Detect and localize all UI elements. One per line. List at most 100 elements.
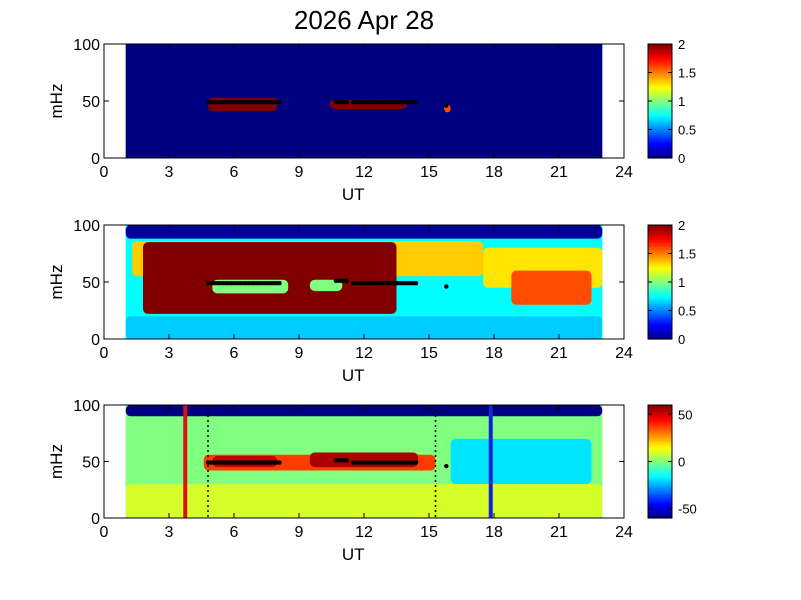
event-marker xyxy=(444,463,449,469)
colorbar-swatch xyxy=(648,148,672,152)
x-axis-label: UT xyxy=(342,545,365,564)
colorbar-swatch xyxy=(648,492,672,496)
colorbar-swatch xyxy=(648,70,672,74)
colorbar-swatch xyxy=(648,489,672,493)
event-marker xyxy=(413,280,419,286)
x-tick-label: 18 xyxy=(485,164,503,181)
colorbar: 50 0 -50 xyxy=(647,404,697,519)
colorbar-swatch xyxy=(648,58,672,62)
colorbar-swatch xyxy=(648,293,672,297)
colorbar-swatch xyxy=(648,86,672,90)
colorbar-swatch xyxy=(648,423,672,427)
colorbar-swatch xyxy=(648,298,672,302)
colorbar-swatch xyxy=(648,46,672,50)
panel-3: 0 3 6 9 12 15 18 21 24 0 50 100 UT mHz 50 0 -50 xyxy=(47,398,697,564)
colorbar-swatch xyxy=(648,248,672,252)
y-tick-label: 50 xyxy=(82,275,100,292)
heatmap-region xyxy=(125,484,603,518)
colorbar-swatch xyxy=(648,308,672,312)
colorbar-swatch xyxy=(648,440,672,444)
colorbar-swatch xyxy=(648,103,672,107)
x-tick-label: 21 xyxy=(550,345,568,362)
colorbar-swatch xyxy=(648,324,672,328)
colorbar-swatch xyxy=(648,461,672,465)
colorbar-swatch xyxy=(648,480,672,484)
colorbar-swatch xyxy=(648,407,672,411)
x-tick-label: 3 xyxy=(165,524,174,541)
colorbar-swatch xyxy=(648,515,672,519)
colorbar-swatch xyxy=(648,475,672,479)
colorbar-swatch xyxy=(648,227,672,231)
colorbar-swatch xyxy=(648,51,672,55)
colorbar-swatch xyxy=(648,426,672,430)
colorbar-swatch xyxy=(648,55,672,59)
colorbar-swatch xyxy=(648,405,672,408)
colorbar-swatch xyxy=(648,454,672,458)
colorbar-swatch xyxy=(648,255,672,259)
colorbar-tick-label: 0 xyxy=(678,455,685,470)
colorbar-swatch xyxy=(648,286,672,290)
colorbar-swatch xyxy=(648,63,672,66)
colorbar-swatch xyxy=(648,430,672,434)
colorbar-tick-label: 1.5 xyxy=(678,66,696,81)
colorbar-swatch xyxy=(648,139,672,142)
x-tick-label: 0 xyxy=(100,164,109,181)
x-tick-label: 12 xyxy=(355,345,373,362)
colorbar-swatch xyxy=(648,473,672,477)
colorbar-swatch xyxy=(648,274,672,278)
heatmap-region xyxy=(309,279,343,292)
x-tick-label: 15 xyxy=(420,164,438,181)
colorbar-swatch xyxy=(648,296,672,300)
event-marker xyxy=(277,99,282,105)
panel-2: 0 3 6 9 12 15 18 21 24 0 50 100 UT mHz 0 0.5 1 1.5 2 xyxy=(47,218,696,385)
colorbar-swatch xyxy=(648,127,672,131)
colorbar-swatch xyxy=(648,253,672,257)
colorbar-swatch xyxy=(648,153,672,157)
x-tick-label: 18 xyxy=(485,345,503,362)
colorbar-swatch xyxy=(648,470,672,474)
heatmap-region xyxy=(450,438,592,485)
colorbar-swatch xyxy=(648,48,672,52)
colorbar-swatch xyxy=(648,336,672,340)
x-tick-label: 21 xyxy=(550,524,568,541)
colorbar-swatch xyxy=(648,463,672,467)
colorbar-swatch xyxy=(648,258,672,262)
colorbar-swatch xyxy=(648,129,672,133)
colorbar-swatch xyxy=(648,241,672,245)
heatmap-region xyxy=(143,242,397,314)
x-axis-label: UT xyxy=(342,366,365,385)
colorbar-swatch xyxy=(648,72,672,76)
colorbar-swatch xyxy=(648,506,672,510)
x-tick-label: 6 xyxy=(230,524,239,541)
colorbar-swatch xyxy=(648,485,672,488)
x-tick-label: 24 xyxy=(615,524,633,541)
colorbar-swatch xyxy=(648,120,672,123)
colorbar-swatch xyxy=(648,246,672,250)
colorbar-swatch xyxy=(648,60,672,64)
event-marker xyxy=(444,284,449,289)
colorbar-swatch xyxy=(648,487,672,491)
colorbar-swatch xyxy=(648,508,672,512)
colorbar-swatch xyxy=(648,310,672,314)
colorbar-swatch xyxy=(648,112,672,116)
x-tick-label: 0 xyxy=(100,524,109,541)
colorbar-swatch xyxy=(648,437,672,441)
colorbar-swatch xyxy=(648,234,672,238)
colorbar-swatch xyxy=(648,244,672,247)
colorbar-swatch xyxy=(648,44,672,47)
y-tick-label: 100 xyxy=(73,398,100,415)
colorbar-swatch xyxy=(648,101,672,104)
colorbar-swatch xyxy=(648,89,672,93)
colorbar-swatch xyxy=(648,499,672,503)
colorbar-swatch xyxy=(648,134,672,138)
colorbar-swatch xyxy=(648,303,672,307)
colorbar-swatch xyxy=(648,494,672,498)
heatmap-region xyxy=(125,405,603,417)
x-tick-label: 15 xyxy=(420,345,438,362)
colorbar-swatch xyxy=(648,442,672,446)
colorbar-swatch xyxy=(648,322,672,326)
colorbar-swatch xyxy=(648,501,672,505)
colorbar-swatch xyxy=(648,317,672,321)
colorbar-swatch xyxy=(648,263,672,266)
panel-1: 0 3 6 9 12 15 18 21 24 0 50 100 UT mHz 0 0.5 1 1.5 2 xyxy=(47,37,696,204)
